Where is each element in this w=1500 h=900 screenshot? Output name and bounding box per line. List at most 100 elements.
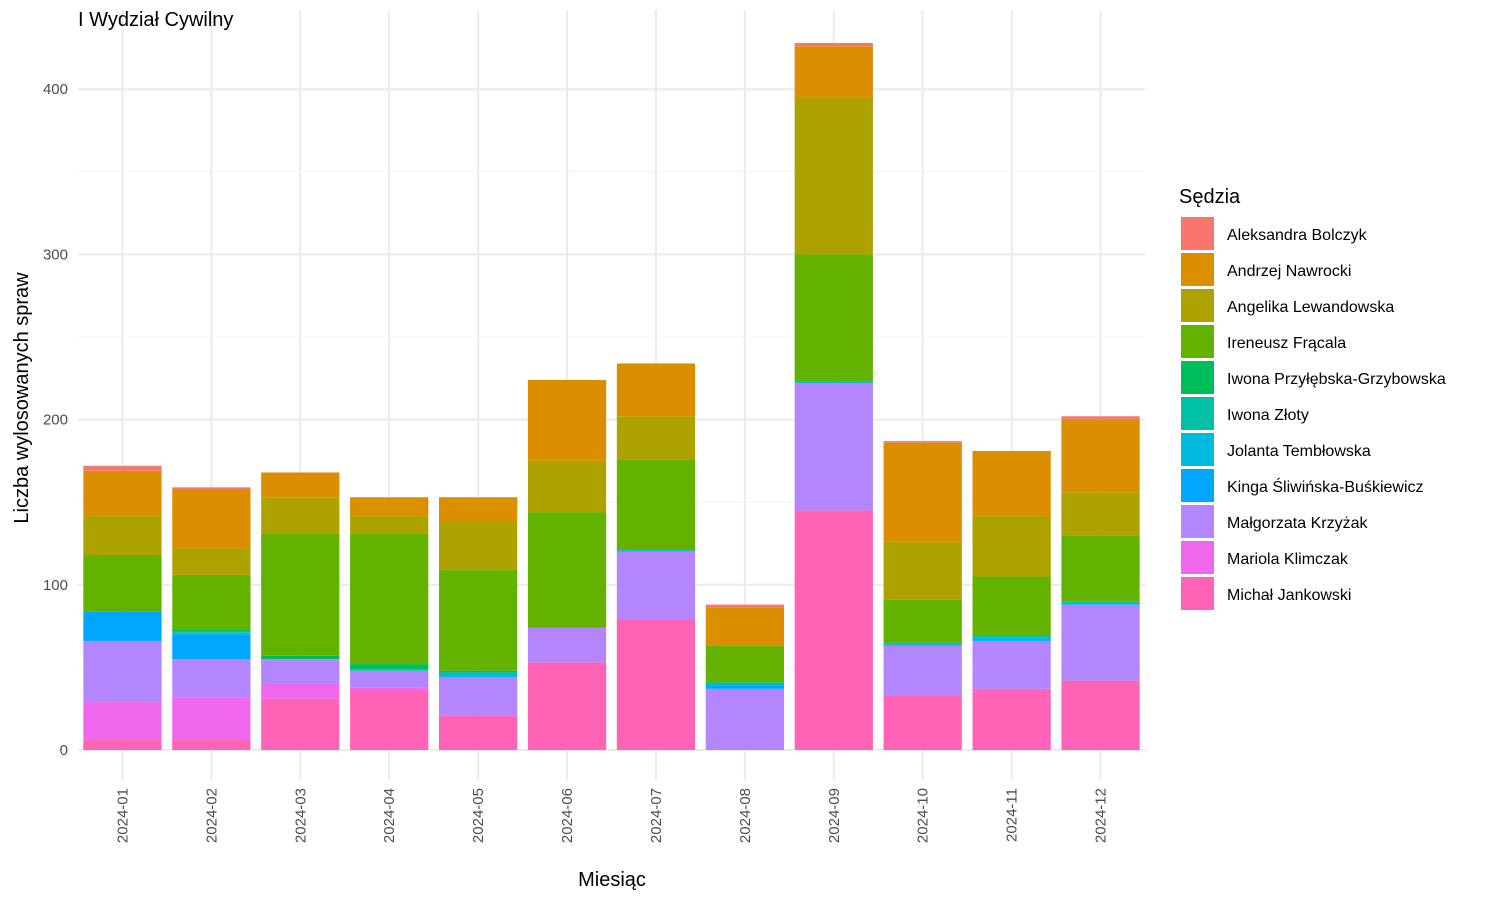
bar-segment <box>1061 601 1140 603</box>
bar-segment <box>705 683 784 686</box>
bar-segment <box>616 551 696 620</box>
x-tick-label: 2024-06 <box>559 788 576 843</box>
bar-segment <box>527 662 607 750</box>
bar-segment <box>261 497 340 534</box>
legend-swatch <box>1181 541 1214 574</box>
bar-segment <box>1061 680 1140 750</box>
bar-segment <box>350 669 429 671</box>
bar-segment <box>972 576 1051 637</box>
bar-segment <box>972 515 1051 577</box>
bar-segment <box>705 685 784 689</box>
bar-segment <box>883 541 962 600</box>
x-tick-label: 2024-10 <box>915 788 932 843</box>
legend-label: Mariola Klimczak <box>1227 551 1349 568</box>
bar-segment <box>439 569 518 671</box>
x-tick-label: 2024-08 <box>737 788 754 843</box>
chart-title: I Wydział Cywilny <box>78 9 233 31</box>
bar-segment <box>616 416 696 460</box>
bar-segment <box>794 42 873 47</box>
bar-segment <box>83 555 162 612</box>
legend-swatch <box>1181 289 1214 322</box>
bar-segment <box>83 740 162 750</box>
bar-segment <box>172 488 251 549</box>
x-tick-label: 2024-01 <box>114 788 131 843</box>
x-tick-label: 2024-12 <box>1093 788 1110 843</box>
bar-segment <box>972 636 1051 638</box>
bar-segment <box>83 515 162 556</box>
x-tick-label: 2024-05 <box>470 788 487 843</box>
bar-segment <box>972 637 1051 641</box>
bar-segment <box>705 645 784 683</box>
legend-label: Aleksandra Bolczyk <box>1227 227 1368 244</box>
bar-segment <box>172 632 251 635</box>
bar-segment <box>350 664 429 670</box>
bar-segment <box>350 515 429 534</box>
bar-segment <box>883 441 962 443</box>
legend-swatch <box>1181 217 1214 250</box>
bar-segment <box>439 670 518 673</box>
bar-segment <box>83 470 162 516</box>
x-tick-label: 2024-09 <box>826 788 843 843</box>
bar-segment <box>83 611 162 641</box>
bar-segment <box>1061 416 1140 420</box>
bar-segment <box>439 674 518 678</box>
bar-segment <box>705 604 784 608</box>
y-tick-label: 100 <box>43 577 68 594</box>
legend: Sędzia Aleksandra Bolczyk Andrzej Nawrock… <box>1179 186 1446 610</box>
bars <box>83 42 1140 750</box>
legend-swatch <box>1181 433 1214 466</box>
legend-swatch <box>1181 397 1214 430</box>
bar-segment <box>350 690 429 750</box>
bar-segment <box>527 460 607 513</box>
bar-segment <box>172 697 251 741</box>
bar-segment <box>705 682 784 684</box>
bar-segment <box>1061 535 1140 602</box>
bar-segment <box>172 487 251 489</box>
y-tick-label: 200 <box>43 412 68 429</box>
bar-segment <box>83 702 162 741</box>
x-tick-label: 2024-04 <box>381 788 398 843</box>
bar-segment <box>972 688 1051 750</box>
bar-segment <box>261 659 340 684</box>
legend-label: Michał Jankowski <box>1227 587 1351 604</box>
bar-segment <box>350 687 429 691</box>
bar-segment <box>439 497 518 523</box>
bar-segment <box>883 442 962 542</box>
x-tick-label: 2024-11 <box>1004 788 1021 842</box>
x-tick-label: 2024-02 <box>203 788 220 843</box>
bar-segment <box>1061 419 1140 493</box>
bar-segment <box>705 688 784 750</box>
bar-segment <box>794 383 873 511</box>
bar-segment <box>172 574 251 630</box>
bar-segment <box>172 634 251 660</box>
bar-segment <box>794 510 873 750</box>
bar-segment <box>527 379 607 461</box>
x-axis-title: Miesiąc <box>578 869 646 891</box>
bar-segment <box>83 640 162 703</box>
bar-segment <box>883 645 962 696</box>
x-tick-label: 2024-07 <box>648 788 665 843</box>
legend-swatch <box>1181 505 1214 538</box>
bar-segment <box>172 548 251 575</box>
bar-segment <box>261 698 340 750</box>
y-tick-label: 400 <box>43 81 68 98</box>
y-tick-label: 0 <box>60 742 68 759</box>
legend-swatch <box>1181 253 1214 286</box>
bar-segment <box>616 550 696 552</box>
bar-segment <box>616 619 696 750</box>
legend-swatch <box>1181 361 1214 394</box>
legend-label: Andrzej Nawrocki <box>1227 263 1351 280</box>
bar-segment <box>527 512 607 628</box>
x-axis-ticks: 2024-01 2024-02 2024-03 2024-04 2024-05 2024-… <box>114 788 1109 843</box>
legend-label: Małgorzata Krzyżak <box>1227 515 1368 532</box>
bar-segment <box>172 740 251 750</box>
bar-segment <box>261 655 340 660</box>
bar-segment <box>972 640 1051 689</box>
bar-segment <box>616 459 696 551</box>
bar-segment <box>794 97 873 255</box>
bar-segment <box>439 715 518 750</box>
bar-segment <box>616 363 696 417</box>
bar-segment <box>439 522 518 570</box>
legend-label: Kinga Śliwińska-Buśkiewicz <box>1227 477 1424 496</box>
